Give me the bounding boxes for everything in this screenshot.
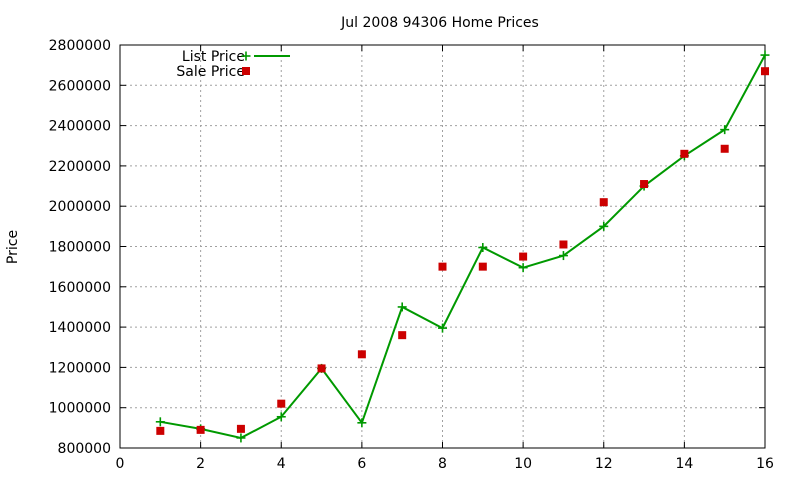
y-tick-label: 2600000 <box>49 78 111 94</box>
sale-price-point <box>680 149 689 158</box>
legend-list-price-marker <box>241 51 251 61</box>
list-price-point <box>357 418 367 428</box>
sale-price-point <box>317 364 326 373</box>
y-tick-label: 1800000 <box>49 240 111 256</box>
sale-price-point <box>720 144 729 153</box>
list-price-point <box>558 251 568 261</box>
x-tick-label: 10 <box>514 456 532 472</box>
y-tick-label: 1200000 <box>49 360 111 376</box>
list-price-point <box>599 221 609 231</box>
series-layer <box>155 50 770 443</box>
sale-price-point <box>196 425 205 434</box>
x-tick-label: 8 <box>438 456 447 472</box>
list-price-point <box>397 302 407 312</box>
sale-price-point <box>236 424 245 433</box>
list-price-point <box>720 125 730 135</box>
sale-price-point <box>519 252 528 261</box>
legend-sale-price-marker <box>242 67 250 75</box>
list-price-line <box>160 54 766 439</box>
x-tick-label: 2 <box>196 456 205 472</box>
sale-price-point <box>478 262 487 271</box>
list-price-point <box>236 433 246 443</box>
chart-title: Jul 2008 94306 Home Prices <box>340 15 539 31</box>
list-price-point <box>518 263 528 273</box>
tick-layer: 0 2 4 6 8 10 12 14 16 800000 1000000 1200000 1400000… <box>49 38 774 472</box>
y-tick-label: 2800000 <box>49 38 111 54</box>
y-tick-label: 800000 <box>58 441 111 457</box>
y-tick-label: 1000000 <box>49 401 111 417</box>
y-tick-label: 2200000 <box>49 159 111 175</box>
list-price-point <box>155 417 165 427</box>
x-tick-label: 4 <box>277 456 286 472</box>
y-tick-label: 1400000 <box>49 320 111 336</box>
grid-layer <box>120 45 765 448</box>
sale-price-point <box>398 331 407 340</box>
x-tick-label: 14 <box>675 456 693 472</box>
y-axis-label: Price <box>5 230 21 264</box>
sale-price-point <box>640 180 649 189</box>
y-tick-label: 2400000 <box>49 119 111 135</box>
x-tick-label: 6 <box>357 456 366 472</box>
sale-price-point <box>277 399 286 408</box>
y-tick-label: 2000000 <box>49 199 111 215</box>
sale-price-point <box>357 350 366 359</box>
sale-price-point <box>559 240 568 249</box>
list-price-point <box>276 412 286 422</box>
sale-price-point <box>761 67 769 76</box>
plot-frame <box>119 44 766 449</box>
x-tick-label: 12 <box>595 456 613 472</box>
y-tick-label: 1600000 <box>49 280 111 296</box>
list-price-point <box>438 323 447 333</box>
sale-price-point <box>438 262 447 271</box>
legend-label: List Price <box>182 49 245 65</box>
x-tick-label: 16 <box>756 456 774 472</box>
sale-price-point <box>156 426 165 435</box>
list-price-point <box>760 50 770 60</box>
sale-price-point <box>599 198 608 207</box>
legend-label: Sale Price <box>176 64 245 80</box>
x-tick-label: 0 <box>116 456 125 472</box>
list-price-point <box>478 243 488 253</box>
